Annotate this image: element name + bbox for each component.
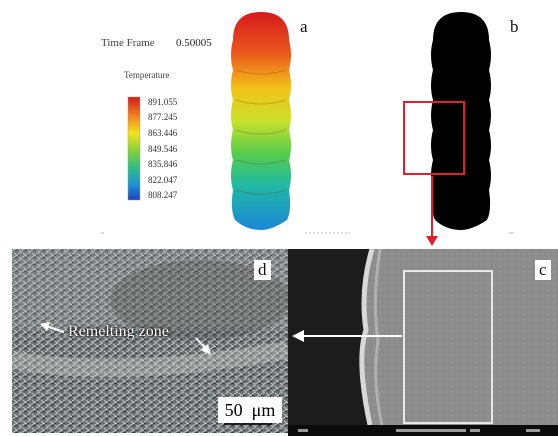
remelting-arrow-right-head <box>201 344 211 355</box>
legend-value: 891.055 <box>148 97 178 107</box>
legend-value: 822.047 <box>148 175 178 185</box>
sem-micrograph <box>288 248 558 436</box>
legend-value: 835.846 <box>148 159 178 169</box>
legend-value: 849.546 <box>148 144 178 154</box>
remelting-zone-label: Remelting zone <box>68 323 169 340</box>
legend-value: 877.245 <box>148 112 178 122</box>
zoom-region-box <box>403 101 465 175</box>
legend-title: Temperature <box>124 70 170 80</box>
panel-letter-c: c <box>535 260 551 280</box>
remelting-arrow-left-line <box>45 325 65 333</box>
scale-bar-label: 50 μm <box>218 397 282 423</box>
legend-color-bar <box>127 96 141 201</box>
temperature-track <box>231 12 291 230</box>
zoom-arrow-head <box>426 236 438 246</box>
panel-letter-a: a <box>296 17 312 37</box>
sem-arrow-head <box>292 330 304 342</box>
panel-letter-d: d <box>254 260 271 280</box>
track-silhouette <box>431 12 491 230</box>
optical-micrograph <box>10 249 290 433</box>
panel-letter-b: b <box>506 17 523 37</box>
legend-value: 863.446 <box>148 128 178 138</box>
legend-value: 808.247 <box>148 190 178 200</box>
remelting-arrow-left-head <box>40 322 50 331</box>
sem-zoom-box <box>403 270 493 424</box>
time-frame-value: 0.50005 <box>176 37 212 49</box>
time-frame-label: Time Frame <box>101 37 155 49</box>
